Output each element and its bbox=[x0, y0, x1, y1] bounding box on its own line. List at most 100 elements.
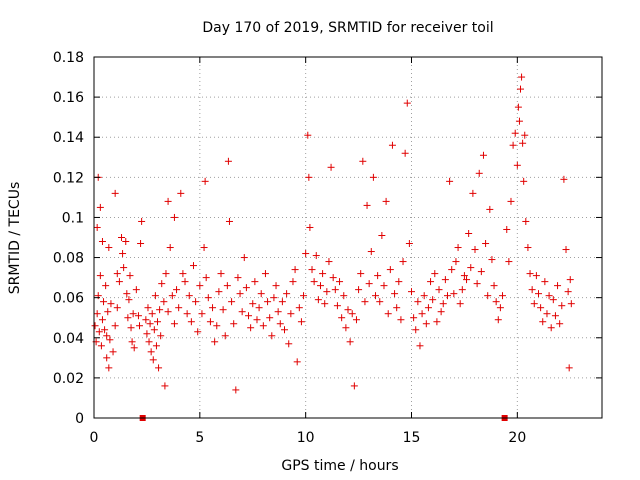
data-point bbox=[300, 292, 308, 300]
data-point bbox=[297, 318, 305, 326]
data-point bbox=[238, 308, 246, 316]
data-point bbox=[333, 302, 341, 310]
data-point bbox=[386, 266, 394, 274]
data-point bbox=[164, 308, 172, 316]
x-tick-label: 5 bbox=[195, 430, 204, 446]
data-point bbox=[551, 312, 559, 320]
data-point bbox=[331, 286, 339, 294]
data-point bbox=[103, 332, 111, 340]
data-point bbox=[517, 85, 525, 93]
data-point bbox=[384, 310, 392, 318]
data-point bbox=[314, 296, 322, 304]
data-point bbox=[211, 338, 219, 346]
data-point bbox=[101, 326, 109, 334]
data-point bbox=[412, 326, 420, 334]
data-point bbox=[219, 306, 227, 314]
data-point bbox=[230, 320, 238, 328]
plot-frame bbox=[93, 56, 603, 419]
data-point bbox=[148, 310, 156, 318]
data-point bbox=[293, 358, 301, 366]
data-point bbox=[295, 304, 303, 312]
data-point bbox=[138, 217, 146, 225]
data-point bbox=[344, 306, 352, 314]
y-tick-label: 0.1 bbox=[62, 210, 84, 226]
data-point bbox=[380, 282, 388, 290]
data-point bbox=[152, 342, 160, 350]
data-point bbox=[287, 310, 295, 318]
data-point bbox=[130, 344, 138, 352]
data-point bbox=[185, 292, 193, 300]
data-point bbox=[126, 272, 134, 280]
y-tick-label: 0.02 bbox=[53, 371, 84, 387]
data-point bbox=[416, 342, 424, 350]
data-point bbox=[253, 316, 261, 324]
data-point bbox=[507, 197, 515, 205]
data-point bbox=[388, 141, 396, 149]
data-point bbox=[414, 298, 422, 306]
data-point bbox=[173, 286, 181, 294]
y-tick-label: 0.08 bbox=[53, 251, 84, 267]
data-point bbox=[259, 322, 267, 330]
data-point bbox=[439, 300, 447, 308]
data-point bbox=[306, 223, 314, 231]
data-point bbox=[565, 364, 573, 372]
y-tick-label: 0.12 bbox=[53, 170, 84, 186]
data-point bbox=[107, 300, 115, 308]
data-point bbox=[509, 141, 517, 149]
data-point bbox=[100, 298, 108, 306]
data-point bbox=[350, 382, 358, 390]
data-point bbox=[111, 322, 119, 330]
data-point bbox=[283, 290, 291, 298]
data-point bbox=[336, 278, 344, 286]
data-point bbox=[558, 302, 566, 310]
data-point bbox=[441, 276, 449, 284]
data-point bbox=[310, 278, 318, 286]
data-point bbox=[357, 270, 365, 278]
data-point bbox=[401, 149, 409, 157]
data-point bbox=[154, 318, 161, 326]
data-point bbox=[524, 244, 532, 252]
data-point bbox=[97, 342, 105, 350]
data-point bbox=[146, 320, 154, 328]
data-point bbox=[471, 246, 479, 254]
data-point bbox=[129, 310, 137, 318]
data-point bbox=[539, 318, 547, 326]
data-point bbox=[276, 320, 284, 328]
data-point bbox=[189, 262, 197, 270]
data-point bbox=[475, 169, 483, 177]
data-point bbox=[526, 270, 534, 278]
data-point bbox=[443, 292, 451, 300]
data-point bbox=[352, 316, 360, 324]
data-point bbox=[431, 270, 439, 278]
data-point bbox=[393, 304, 401, 312]
data-point bbox=[505, 258, 513, 266]
data-point bbox=[319, 270, 327, 278]
data-point bbox=[515, 117, 523, 125]
data-point bbox=[150, 326, 158, 334]
data-point bbox=[240, 254, 248, 262]
data-point bbox=[399, 258, 407, 266]
data-point bbox=[236, 290, 244, 298]
data-point bbox=[232, 386, 240, 394]
data-point bbox=[422, 320, 430, 328]
data-point bbox=[113, 270, 121, 278]
data-point bbox=[266, 314, 274, 322]
data-point bbox=[215, 288, 223, 296]
data-point bbox=[147, 348, 155, 356]
data-point bbox=[105, 244, 113, 252]
data-point bbox=[93, 310, 101, 318]
data-point bbox=[128, 338, 136, 346]
data-point bbox=[537, 304, 545, 312]
data-point bbox=[264, 298, 272, 306]
data-point bbox=[136, 322, 144, 330]
data-point bbox=[541, 278, 549, 286]
data-point bbox=[122, 238, 130, 246]
data-point bbox=[105, 364, 113, 372]
data-point bbox=[144, 304, 152, 312]
data-point bbox=[519, 139, 527, 147]
data-point bbox=[367, 248, 375, 256]
data-point bbox=[437, 308, 445, 316]
y-tick-label: 0.18 bbox=[53, 50, 84, 66]
data-point bbox=[281, 326, 288, 334]
